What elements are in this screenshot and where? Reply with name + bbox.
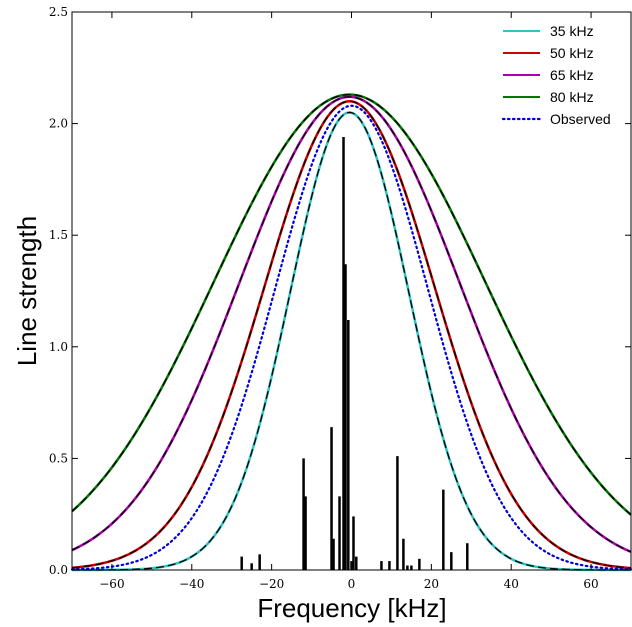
x-tick-label-4: 20: [424, 577, 439, 591]
legend: 35 kHz 50 kHz 65 kHz 80 kHz Observed: [501, 23, 611, 127]
y-tick-label-4: 2.0: [49, 117, 68, 131]
legend-label-50-khz: 50 kHz: [550, 45, 594, 61]
x-tick-label-6: 60: [583, 577, 598, 591]
series-dash-overlay-35-khz: [72, 111, 631, 571]
series-line-observed: [70, 104, 632, 571]
x-tick-label-0: −60: [99, 577, 124, 591]
y-axis-label: Line strength: [12, 216, 42, 366]
y-tick-label-2: 1.0: [49, 340, 68, 354]
series-dash-overlay-50-khz: [71, 100, 632, 569]
y-tick-label-0: 0.0: [49, 563, 68, 577]
x-tick-label-3: 0: [348, 577, 356, 591]
curve-series: [70, 93, 632, 572]
x-tick-label-1: −40: [179, 577, 204, 591]
legend-label-35-khz: 35 kHz: [550, 23, 594, 39]
legend-label-65-khz: 65 kHz: [550, 67, 594, 83]
legend-label-observed: Observed: [550, 111, 611, 127]
series-dash-overlay-80-khz: [71, 93, 632, 516]
x-tick-label-5: 40: [504, 577, 519, 591]
y-tick-label-3: 1.5: [49, 228, 68, 242]
x-axis-label: Frequency [kHz]: [257, 593, 446, 623]
y-tick-label-1: 0.5: [49, 451, 68, 465]
y-tick-label-5: 2.5: [49, 5, 68, 19]
legend-label-80-khz: 80 kHz: [550, 89, 594, 105]
plot-frame: [71, 11, 632, 571]
series-dash-overlay-65-khz: [71, 96, 632, 553]
stick-spectrum: [240, 136, 469, 570]
x-tick-label-2: −20: [259, 577, 284, 591]
axis-ticks: −60 −40 −20 0 20 40 60 0.0 0.5 1.0 1.5 2.0 2.5: [49, 5, 631, 591]
